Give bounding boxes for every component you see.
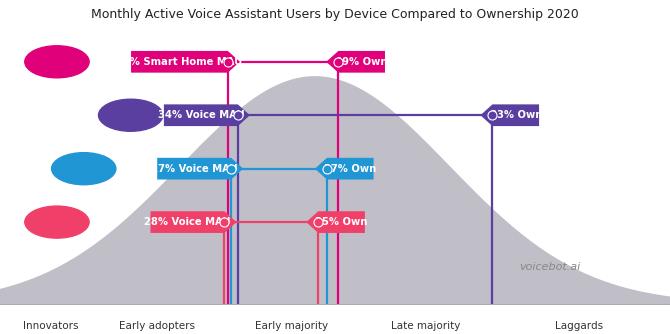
Text: 17% Voice MAU: 17% Voice MAU	[151, 164, 237, 174]
Circle shape	[25, 46, 89, 78]
Text: 49% Own: 49% Own	[336, 57, 388, 67]
Text: 27% Smart Home MAU: 27% Smart Home MAU	[117, 57, 243, 67]
Circle shape	[25, 206, 89, 238]
Polygon shape	[157, 158, 243, 180]
Text: 83% Own: 83% Own	[490, 110, 542, 120]
Polygon shape	[315, 158, 374, 180]
Text: voicebot.ai: voicebot.ai	[519, 262, 580, 272]
Polygon shape	[151, 211, 237, 233]
Text: 34% Voice MAU: 34% Voice MAU	[157, 110, 244, 120]
Polygon shape	[480, 104, 539, 126]
Text: Early adopters: Early adopters	[119, 321, 196, 331]
Text: Laggards: Laggards	[555, 321, 604, 331]
Circle shape	[98, 99, 163, 131]
Text: Early majority: Early majority	[255, 321, 328, 331]
Polygon shape	[164, 104, 250, 126]
Polygon shape	[131, 51, 240, 72]
Polygon shape	[306, 211, 365, 233]
Polygon shape	[326, 51, 385, 72]
Text: Late majority: Late majority	[391, 321, 460, 331]
Text: 37% Own: 37% Own	[324, 164, 377, 174]
Text: 28% Voice MAU: 28% Voice MAU	[144, 217, 230, 227]
Text: Innovators: Innovators	[23, 321, 78, 331]
Text: Monthly Active Voice Assistant Users by Device Compared to Ownership 2020: Monthly Active Voice Assistant Users by …	[91, 8, 579, 21]
Text: 35% Own: 35% Own	[316, 217, 368, 227]
Circle shape	[52, 153, 116, 185]
